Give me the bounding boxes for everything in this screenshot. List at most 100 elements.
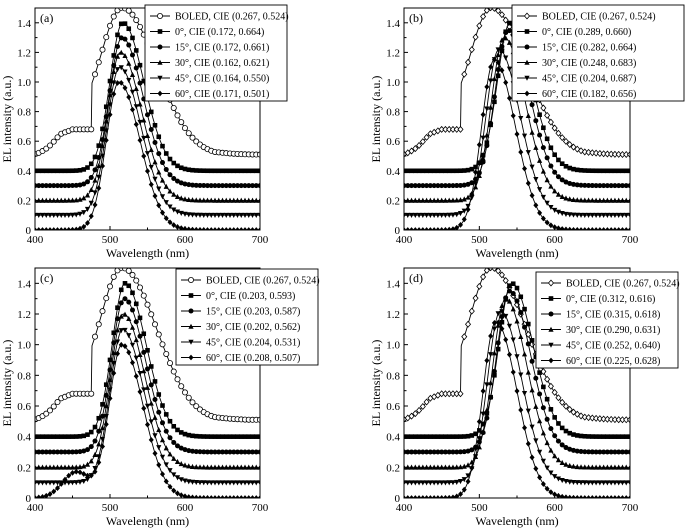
data-point-s2 xyxy=(51,449,57,455)
data-point-s0 xyxy=(626,151,630,159)
data-point-s5 xyxy=(92,201,98,208)
data-point-s4 xyxy=(405,480,411,486)
data-point-s2 xyxy=(416,183,422,189)
data-point-s5 xyxy=(137,137,143,144)
data-point-s2 xyxy=(627,183,630,189)
data-point-s0 xyxy=(193,138,200,145)
data-point-s2 xyxy=(582,182,588,188)
data-point-s4 xyxy=(212,480,218,486)
data-point-s5 xyxy=(96,185,102,191)
data-point-s5 xyxy=(405,227,411,230)
data-point-s4 xyxy=(457,211,464,217)
data-point-s3 xyxy=(476,172,482,178)
data-point-s5 xyxy=(529,192,535,199)
data-point-s1 xyxy=(582,168,588,173)
data-point-s2 xyxy=(77,182,83,188)
data-point-s0 xyxy=(92,333,99,340)
data-point-s5 xyxy=(518,149,524,155)
data-point-s4 xyxy=(555,476,562,482)
data-point-s3 xyxy=(488,380,494,386)
data-point-s2 xyxy=(446,183,452,189)
data-point-s4 xyxy=(141,387,147,393)
y-tick-label: 0 xyxy=(395,493,401,505)
data-point-s5 xyxy=(533,202,539,209)
data-point-s3 xyxy=(529,387,535,393)
data-point-s5 xyxy=(100,163,105,169)
data-point-s3 xyxy=(62,464,68,470)
data-point-s2 xyxy=(77,449,83,455)
data-point-s5 xyxy=(593,495,599,498)
data-point-s1 xyxy=(473,164,478,170)
data-point-s1 xyxy=(620,168,625,174)
data-point-s4 xyxy=(450,480,456,486)
data-point-s1 xyxy=(627,434,630,439)
data-point-s5 xyxy=(186,226,192,230)
data-point-s2 xyxy=(616,183,622,189)
data-point-s2 xyxy=(88,444,94,450)
data-point-s5 xyxy=(495,59,501,66)
data-point-s5 xyxy=(100,443,105,450)
data-point-s2 xyxy=(574,448,580,454)
data-point-s5 xyxy=(454,493,460,498)
data-point-s3 xyxy=(431,464,437,470)
data-point-s5 xyxy=(178,225,184,230)
data-point-s5 xyxy=(242,227,248,230)
data-point-s5 xyxy=(409,227,415,230)
data-point-s5 xyxy=(227,227,233,230)
data-point-s5 xyxy=(446,494,452,498)
data-point-s0 xyxy=(54,134,61,141)
data-point-s1 xyxy=(163,412,169,417)
data-point-s3 xyxy=(62,197,68,203)
data-point-s0 xyxy=(133,17,140,24)
data-point-s4 xyxy=(439,480,445,486)
data-point-s3 xyxy=(66,464,72,470)
data-point-s0 xyxy=(589,149,596,157)
data-point-s3 xyxy=(96,441,102,447)
data-point-s3 xyxy=(457,197,464,203)
data-point-s2 xyxy=(36,183,42,189)
data-point-s2 xyxy=(439,183,445,189)
data-point-s4 xyxy=(47,212,53,218)
data-point-s3 xyxy=(525,112,531,118)
data-point-s5 xyxy=(442,495,448,498)
data-point-s3 xyxy=(544,177,550,183)
data-point-s3 xyxy=(141,117,147,123)
data-point-s5 xyxy=(465,478,471,485)
data-point-s4 xyxy=(36,212,42,218)
data-point-s5 xyxy=(503,79,509,86)
data-point-s2 xyxy=(510,291,516,297)
data-point-s3 xyxy=(129,71,136,77)
data-point-s1 xyxy=(137,62,143,68)
data-point-s3 xyxy=(171,191,177,197)
data-point-s4 xyxy=(43,212,49,218)
data-point-s4 xyxy=(242,480,248,486)
data-point-s3 xyxy=(574,197,580,203)
data-point-s5 xyxy=(537,474,543,481)
data-point-s3 xyxy=(193,197,199,203)
data-point-s4 xyxy=(427,212,433,218)
data-point-s2 xyxy=(88,175,94,181)
data-point-s4 xyxy=(118,328,124,334)
data-point-s2 xyxy=(567,446,573,452)
data-point-s4 xyxy=(593,480,599,486)
data-point-s4 xyxy=(249,212,256,218)
legend-box xyxy=(175,268,319,366)
data-point-s4 xyxy=(461,477,467,483)
data-point-s3 xyxy=(178,461,184,467)
data-point-s2 xyxy=(182,181,188,187)
data-point-s1 xyxy=(66,168,72,174)
data-point-s5 xyxy=(424,227,430,230)
data-point-s1 xyxy=(556,421,561,426)
data-point-s3 xyxy=(227,197,233,203)
data-point-s2 xyxy=(70,183,75,189)
data-point-s5 xyxy=(107,111,113,118)
data-point-s2 xyxy=(548,163,554,169)
data-point-s1 xyxy=(163,151,169,156)
data-point-s0 xyxy=(483,8,490,14)
data-point-s4 xyxy=(51,212,57,218)
panel-b: 400 500 600 700 0 0.2 0.4 0.6 0.8 1.0 1.2 1.4 Wavele… xyxy=(369,4,685,260)
data-point-s1 xyxy=(590,434,595,439)
data-point-s1 xyxy=(571,432,576,437)
data-point-s5 xyxy=(465,206,471,213)
y-tick-label: 0.2 xyxy=(17,195,31,207)
